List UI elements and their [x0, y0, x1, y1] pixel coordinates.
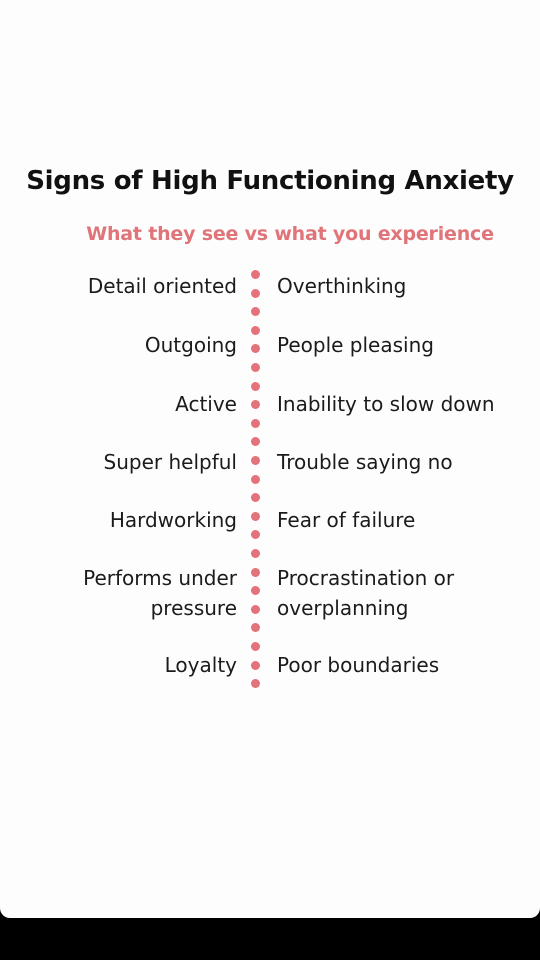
divider-dot — [251, 679, 260, 689]
divider-dot — [251, 363, 260, 372]
divider-dot — [251, 325, 260, 335]
page-subtitle: What they see vs what you experience — [86, 223, 494, 245]
seen-item: Outgoing — [144, 333, 237, 357]
infographic-card: Signs of High Functioning Anxiety What t… — [0, 0, 540, 918]
seen-item: Detail oriented — [87, 274, 237, 298]
divider-dot — [251, 530, 260, 540]
divider-dot — [251, 642, 260, 651]
seen-item: Hardworking — [109, 508, 237, 532]
experienced-item: Inability to slow down — [277, 392, 495, 416]
divider-dot — [251, 474, 260, 484]
divider-dot — [251, 493, 260, 503]
seen-item: Performs under pressure — [83, 566, 237, 620]
divider-dot — [251, 418, 260, 428]
divider-dot — [251, 400, 260, 410]
divider-dot — [251, 549, 260, 558]
divider-dot — [251, 623, 260, 633]
divider-dot — [251, 270, 260, 279]
divider-dot — [251, 511, 260, 521]
dotted-divider — [251, 270, 263, 690]
divider-dot — [251, 307, 260, 317]
divider-dot — [251, 604, 260, 614]
experienced-item: Poor boundaries — [277, 653, 440, 677]
seen-item: Active — [175, 392, 237, 416]
experienced-item: People pleasing — [277, 333, 434, 357]
experienced-item: Trouble saying no — [277, 450, 453, 474]
experienced-item: Overthinking — [277, 274, 407, 298]
divider-dot — [251, 456, 260, 465]
seen-item: Loyalty — [164, 653, 237, 677]
experienced-item: Procrastination or overplanning — [277, 566, 455, 620]
page-title: Signs of High Functioning Anxiety — [26, 166, 514, 196]
divider-dot — [251, 586, 260, 596]
divider-dot — [251, 437, 260, 447]
experienced-item: Fear of failure — [277, 508, 416, 532]
divider-dot — [251, 567, 260, 577]
divider-dot — [251, 288, 260, 298]
divider-dot — [251, 344, 260, 354]
divider-dot — [251, 660, 260, 670]
divider-dot — [251, 381, 260, 391]
seen-item: Super helpful — [103, 450, 237, 474]
